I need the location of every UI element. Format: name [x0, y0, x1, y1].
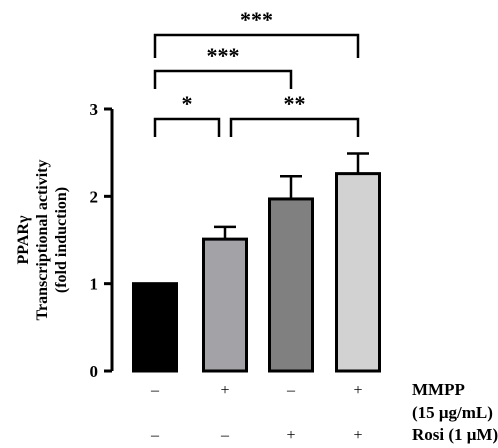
condition-sign: – [286, 382, 296, 399]
condition-sign: – [150, 427, 160, 444]
y-tick-label: 1 [90, 275, 99, 294]
condition-label: (15 μg/mL) [412, 403, 493, 422]
y-axis-label-line: Transcriptional activity [34, 159, 51, 320]
y-axis-label-line: PPARγ [15, 215, 32, 264]
y-axis: 0 1 2 3 [90, 100, 114, 381]
bar [202, 237, 248, 373]
y-tick-label: 3 [90, 100, 99, 119]
significance-label: *** [207, 43, 240, 68]
condition-sign: + [353, 382, 362, 399]
bar [268, 197, 314, 373]
y-axis-label: PPARγ Transcriptional activity (fold induc… [15, 159, 70, 320]
significance-bracket [153, 117, 221, 137]
bar [335, 172, 381, 373]
condition-sign: – [220, 427, 230, 444]
condition-table: – + – + MMPP (15 μg/mL) – – + + Rosi (1 μM) [150, 380, 498, 444]
condition-label: Rosi (1 μM) [412, 425, 498, 444]
bar [132, 282, 178, 373]
condition-label: MMPP [412, 380, 465, 399]
significance-bracket [153, 69, 293, 89]
y-axis-label-line: (fold induction) [53, 187, 70, 293]
bars [132, 172, 381, 373]
y-tick-label: 2 [90, 187, 99, 206]
significance-label: ** [284, 91, 306, 116]
condition-sign: + [286, 427, 295, 444]
significance-bracket [153, 33, 360, 58]
condition-sign: + [220, 382, 229, 399]
condition-sign: + [353, 427, 362, 444]
significance-label: * [182, 91, 193, 116]
y-tick-label: 0 [90, 362, 99, 381]
significance-brackets: ******* ** [153, 7, 360, 137]
error-bars [214, 152, 369, 240]
significance-label: *** [240, 7, 273, 32]
condition-sign: – [150, 382, 160, 399]
significance-bracket [229, 117, 360, 137]
